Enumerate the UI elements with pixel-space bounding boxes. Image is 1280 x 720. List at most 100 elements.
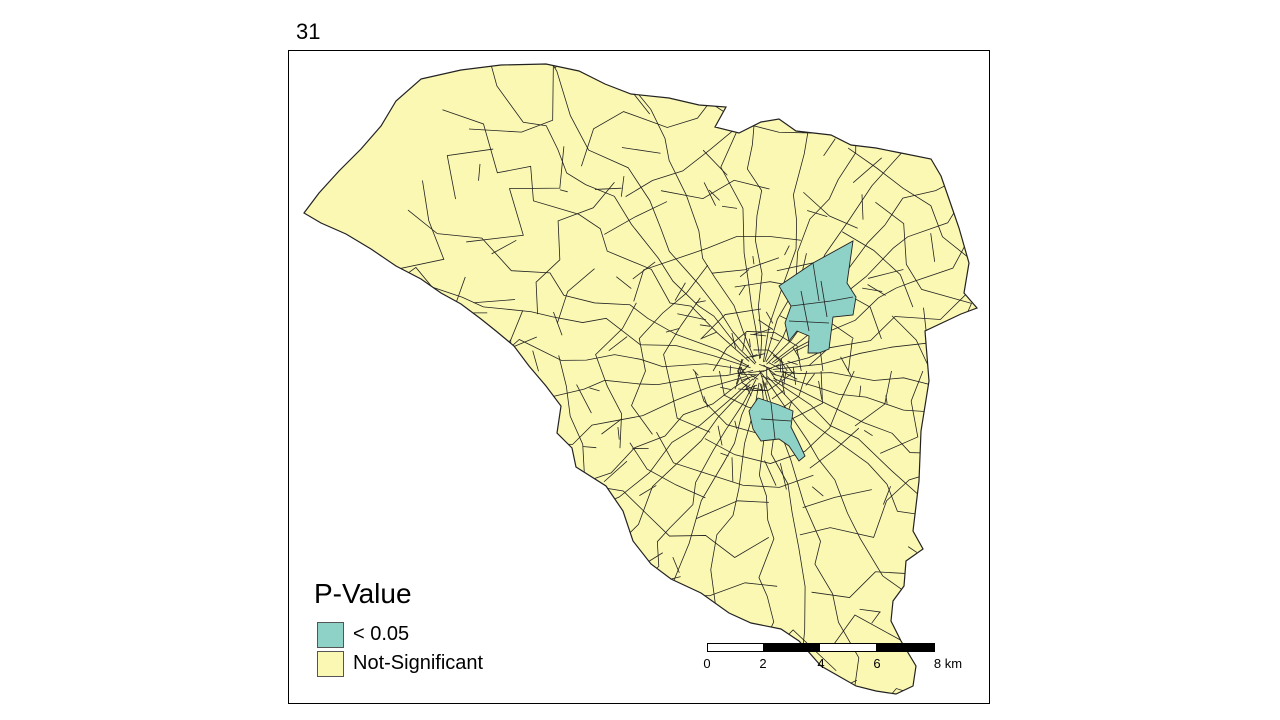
scale-tick-2: 2	[759, 656, 767, 671]
tract-boundary	[943, 336, 977, 372]
legend-label-significant: < 0.05	[353, 623, 410, 645]
tract-boundary	[792, 367, 797, 385]
tract-boundary	[535, 182, 615, 315]
tract-boundary	[701, 331, 718, 339]
tract-boundary	[360, 338, 398, 405]
tract-boundary	[788, 400, 793, 409]
tract-boundary	[859, 385, 862, 397]
tract-boundary	[832, 679, 858, 692]
tract-boundary	[768, 362, 781, 370]
tract-boundary	[559, 189, 568, 193]
tract-boundary	[621, 147, 661, 154]
tract-boundary	[425, 334, 454, 361]
tract-boundary	[665, 328, 680, 333]
tract-boundary	[765, 311, 774, 324]
tract-boundary	[781, 378, 786, 395]
tract-boundary	[468, 66, 554, 133]
tract-boundary	[984, 420, 990, 436]
tract-boundary	[532, 350, 539, 372]
tract-boundary	[623, 679, 829, 694]
tract-boundary	[720, 452, 729, 457]
tract-boundary	[883, 486, 891, 505]
tract-boundary	[830, 614, 905, 649]
tract-boundary	[749, 373, 759, 380]
tract-boundary	[847, 338, 853, 372]
tract-boundary	[466, 146, 565, 243]
tract-boundary	[925, 487, 973, 532]
tract-boundary	[557, 268, 595, 323]
tract-boundary	[526, 489, 554, 510]
tract-boundary	[867, 269, 904, 279]
tract-boundary	[759, 383, 764, 393]
tract-boundary	[576, 384, 592, 414]
tract-boundary	[663, 297, 711, 433]
tract-boundary	[473, 299, 516, 304]
tract-boundary	[629, 442, 706, 499]
scale-segment	[876, 643, 935, 652]
scale-bar: 0 2 4 6 8 km	[700, 640, 980, 680]
scale-segment	[707, 643, 764, 652]
tract-boundary	[863, 430, 873, 437]
scale-tick-8: 8 km	[933, 656, 963, 671]
tract-boundary	[554, 64, 668, 72]
tract-boundary	[840, 356, 852, 376]
tract-boundary	[885, 395, 888, 404]
tract-boundary	[809, 427, 860, 469]
tract-boundary	[487, 64, 756, 365]
tract-boundary	[702, 149, 728, 176]
tract-boundary	[694, 370, 762, 435]
tract-boundary	[871, 611, 881, 624]
tract-boundary	[820, 280, 828, 318]
tract-boundary	[704, 370, 855, 464]
tract-boundary	[639, 485, 657, 496]
tract-boundary	[672, 556, 680, 573]
tract-boundary	[749, 338, 751, 348]
tract-boundary	[805, 373, 815, 386]
tract-boundary	[875, 201, 973, 341]
tract-boundary	[558, 355, 586, 480]
tract-boundary	[928, 504, 943, 514]
tract-boundary	[752, 370, 763, 381]
tract-boundary	[803, 191, 858, 229]
tract-boundary	[752, 256, 755, 265]
tract-boundary	[784, 245, 790, 256]
map-canvas[interactable]	[289, 51, 990, 704]
tract-boundary	[811, 486, 824, 497]
tract-boundary	[741, 374, 757, 381]
tract-boundary	[633, 235, 801, 302]
tract-boundary	[608, 336, 628, 352]
scale-segment	[819, 643, 877, 652]
significant-tract-2	[748, 397, 806, 462]
tract-boundary	[717, 425, 723, 446]
tract-boundary	[396, 322, 431, 326]
tract-boundary	[731, 332, 736, 349]
tract-boundary	[923, 307, 927, 333]
tract-boundary	[763, 364, 777, 376]
tract-boundary	[760, 371, 772, 387]
tract-boundary	[772, 285, 977, 370]
tract-boundary	[930, 233, 936, 262]
tract-boundary	[767, 376, 977, 632]
tract-boundary	[760, 418, 792, 422]
tract-boundary	[745, 354, 758, 359]
tract-boundary	[930, 514, 945, 534]
tract-boundary	[812, 262, 820, 302]
tract-boundary	[739, 366, 751, 381]
tract-boundary	[779, 315, 788, 320]
tract-boundary	[712, 331, 799, 372]
tract-boundary	[407, 209, 749, 367]
tract-boundary	[842, 231, 914, 308]
tract-boundary	[632, 261, 656, 280]
scale-tick-0: 0	[703, 656, 711, 671]
tract-boundary	[761, 375, 773, 382]
map-frame	[288, 50, 990, 704]
tract-boundary	[737, 358, 743, 375]
tract-boundary	[482, 428, 551, 563]
tract-boundary	[811, 571, 919, 598]
legend-title: P-Value	[314, 578, 412, 609]
tract-boundary	[620, 176, 625, 197]
tract-boundary	[937, 370, 976, 429]
tract-boundary	[364, 266, 751, 369]
tract-boundary	[779, 359, 781, 372]
legend-swatch-significant	[317, 622, 344, 648]
